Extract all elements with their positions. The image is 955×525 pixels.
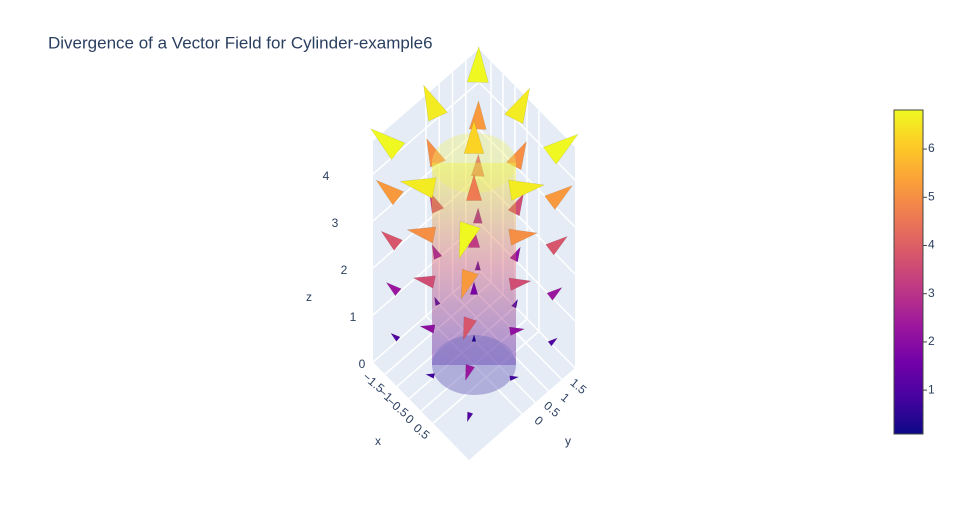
cone <box>463 119 485 154</box>
colorbar-tick-label: 1 <box>928 382 935 396</box>
cone <box>385 281 402 297</box>
colorbar-tick-label: 4 <box>928 238 935 252</box>
cone <box>542 133 579 165</box>
cone <box>465 173 483 201</box>
cone <box>419 324 436 334</box>
cone <box>546 286 563 301</box>
cone <box>467 411 474 423</box>
cone <box>463 316 477 341</box>
cone <box>508 228 539 246</box>
colorbar-tick-label: 5 <box>928 189 935 203</box>
cone <box>504 87 531 125</box>
cone <box>458 221 481 260</box>
colorbar-tick-label: 6 <box>928 141 935 155</box>
cone <box>375 179 405 206</box>
z-tick-label: 1 <box>350 310 357 324</box>
cone <box>423 84 448 122</box>
cone <box>469 280 479 295</box>
z-tick-label: 3 <box>332 216 339 230</box>
colorbar <box>893 109 924 435</box>
cone <box>544 185 574 210</box>
cylinder-cap <box>432 335 516 395</box>
axis-title: x <box>375 434 381 448</box>
cone <box>424 373 436 379</box>
cone <box>390 332 401 342</box>
cone <box>509 375 520 382</box>
z-tick-label: 2 <box>341 263 348 277</box>
chart-title: Divergence of a Vector Field for Cylinde… <box>48 33 433 52</box>
colorbar-tick-label: 3 <box>928 286 935 300</box>
x-tick-label: 0.5 <box>411 421 433 443</box>
cone <box>466 45 489 83</box>
y-tick-label: 1 <box>558 390 572 405</box>
cone <box>461 268 479 300</box>
z-tick-label: 0 <box>359 357 366 371</box>
cone <box>547 337 559 347</box>
colorbar-tick-label: 2 <box>928 334 935 348</box>
cone <box>412 275 436 289</box>
cone <box>471 333 477 342</box>
cone <box>508 277 532 291</box>
cone <box>509 326 526 336</box>
axis-title: y <box>565 434 571 448</box>
cone <box>406 226 437 244</box>
y-tick-label: 0 <box>532 413 546 428</box>
cone <box>399 177 437 199</box>
cone <box>370 128 406 160</box>
cone <box>465 363 476 382</box>
cone <box>380 230 403 251</box>
axis-title: z <box>306 290 312 304</box>
cone <box>508 179 546 201</box>
cone <box>545 235 569 256</box>
cylinder-cap <box>432 132 516 193</box>
z-tick-label: 4 <box>323 169 330 183</box>
